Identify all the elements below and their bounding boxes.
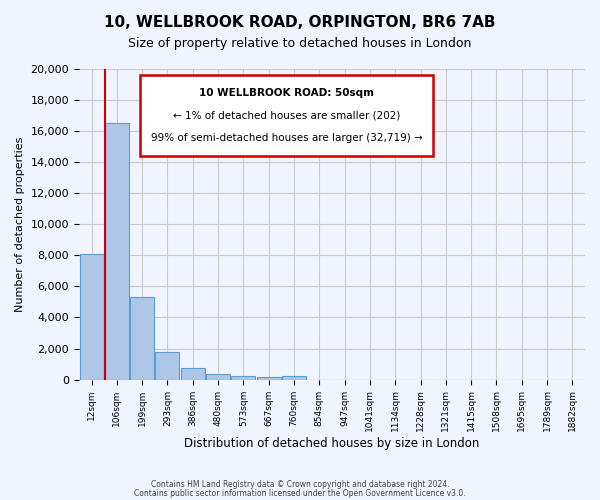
Text: 10 WELLBROOK ROAD: 50sqm: 10 WELLBROOK ROAD: 50sqm: [199, 88, 374, 98]
Text: Contains public sector information licensed under the Open Government Licence v3: Contains public sector information licen…: [134, 489, 466, 498]
Bar: [206, 374, 230, 380]
Text: Contains HM Land Registry data © Crown copyright and database right 2024.: Contains HM Land Registry data © Crown c…: [151, 480, 449, 489]
Text: ← 1% of detached houses are smaller (202): ← 1% of detached houses are smaller (202…: [173, 110, 400, 120]
Bar: [181, 368, 205, 380]
Bar: [130, 298, 154, 380]
Bar: [232, 376, 256, 380]
X-axis label: Distribution of detached houses by size in London: Distribution of detached houses by size …: [184, 437, 479, 450]
Bar: [105, 122, 129, 380]
Text: 99% of semi-detached houses are larger (32,719) →: 99% of semi-detached houses are larger (…: [151, 133, 422, 143]
Bar: [257, 378, 281, 380]
FancyBboxPatch shape: [140, 75, 433, 156]
Bar: [155, 352, 179, 380]
Bar: [282, 376, 306, 380]
Y-axis label: Number of detached properties: Number of detached properties: [15, 136, 25, 312]
Text: Size of property relative to detached houses in London: Size of property relative to detached ho…: [128, 38, 472, 51]
Text: 10, WELLBROOK ROAD, ORPINGTON, BR6 7AB: 10, WELLBROOK ROAD, ORPINGTON, BR6 7AB: [104, 15, 496, 30]
Bar: [80, 254, 104, 380]
